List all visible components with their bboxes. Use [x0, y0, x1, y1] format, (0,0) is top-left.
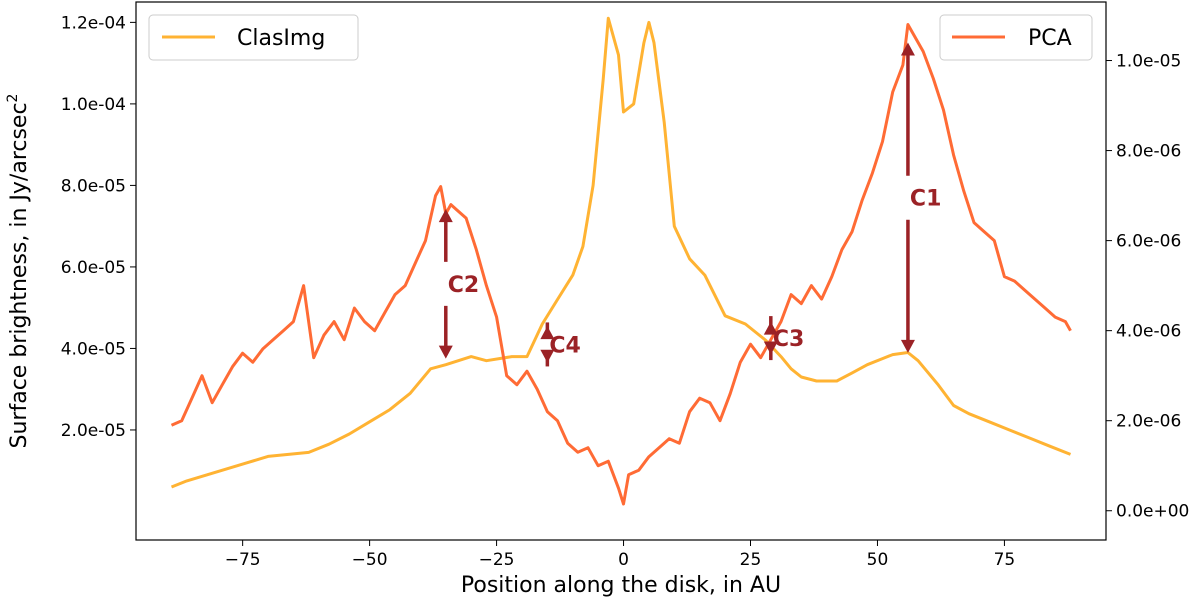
y-axis-title: Surface brightness, in Jy/arcsec2 [5, 94, 32, 449]
annotation-c1-arrowhead-up [900, 42, 915, 56]
annotation-c1-arrowhead-down [900, 339, 915, 353]
legend-clasimg: ClasImg [148, 14, 359, 61]
annotation-c3-arrowhead-down [763, 341, 778, 355]
x-tick-label: 75 [994, 550, 1016, 570]
annotation-c4-label: C4 [549, 333, 580, 358]
annotation-c4-arrowhead-up [540, 326, 555, 340]
annotation-c4-arrowhead-down [540, 349, 555, 363]
right-y-tick-label: 0.0e+00 [1116, 502, 1189, 522]
left-y-tick-label: 6.0e-05 [61, 258, 126, 278]
x-tick-label: −25 [479, 550, 515, 570]
x-tick-label: 50 [867, 550, 889, 570]
legend-pca: PCA [939, 14, 1093, 61]
x-tick-label: −75 [225, 550, 261, 570]
legend-pca-label: PCA [1028, 26, 1072, 51]
y-axis-title-main: Surface brightness, in Jy/arcsec [7, 102, 32, 448]
right-y-tick-label: 8.0e-06 [1116, 142, 1181, 162]
left-y-tick-label: 1.2e-04 [61, 13, 126, 33]
left-y-tick-label: 8.0e-05 [61, 176, 126, 196]
x-axis: −75 −50 −25 0 25 50 75 [225, 540, 1016, 570]
right-y-tick-label: 2.0e-06 [1116, 412, 1181, 432]
x-tick-label: −50 [352, 550, 388, 570]
annotation-c2-label: C2 [448, 273, 479, 298]
series-pca-line [170, 23, 1072, 506]
x-axis-title: Position along the disk, in AU [461, 573, 781, 598]
legend-clasimg-label: ClasImg [237, 26, 325, 51]
plot-frame [135, 1, 1107, 541]
x-tick-label: 0 [618, 550, 629, 570]
left-y-tick-label: 1.0e-04 [61, 95, 126, 115]
annotation-c1-label: C1 [910, 187, 941, 212]
series-clasimg-line [170, 16, 1072, 489]
right-y-tick-label: 4.0e-06 [1116, 322, 1181, 342]
annotation-c2-arrowhead-up [438, 209, 453, 223]
left-y-tick-label: 4.0e-05 [61, 339, 126, 359]
left-y-tick-label: 2.0e-05 [61, 421, 126, 441]
right-y-tick-label: 1.0e-05 [1116, 52, 1181, 72]
annotation-c2-arrowhead-down [438, 345, 453, 359]
y-axis-title-superscript: 2 [5, 94, 21, 103]
right-y-axis: 0.0e+00 2.0e-06 4.0e-06 6.0e-06 8.0e-06 1.0e-… [1106, 52, 1189, 522]
annotation-c3-label: C3 [773, 327, 804, 352]
left-y-axis: 2.0e-05 4.0e-05 6.0e-05 8.0e-05 1.0e-04 1.2e-… [61, 13, 136, 441]
right-y-tick-label: 6.0e-06 [1116, 232, 1181, 252]
x-tick-label: 25 [740, 550, 762, 570]
annotation-c3-arrowhead-up [763, 321, 778, 335]
annotation-layer: C1 C2 C3 C4 [438, 42, 941, 367]
series-layer [170, 16, 1072, 506]
